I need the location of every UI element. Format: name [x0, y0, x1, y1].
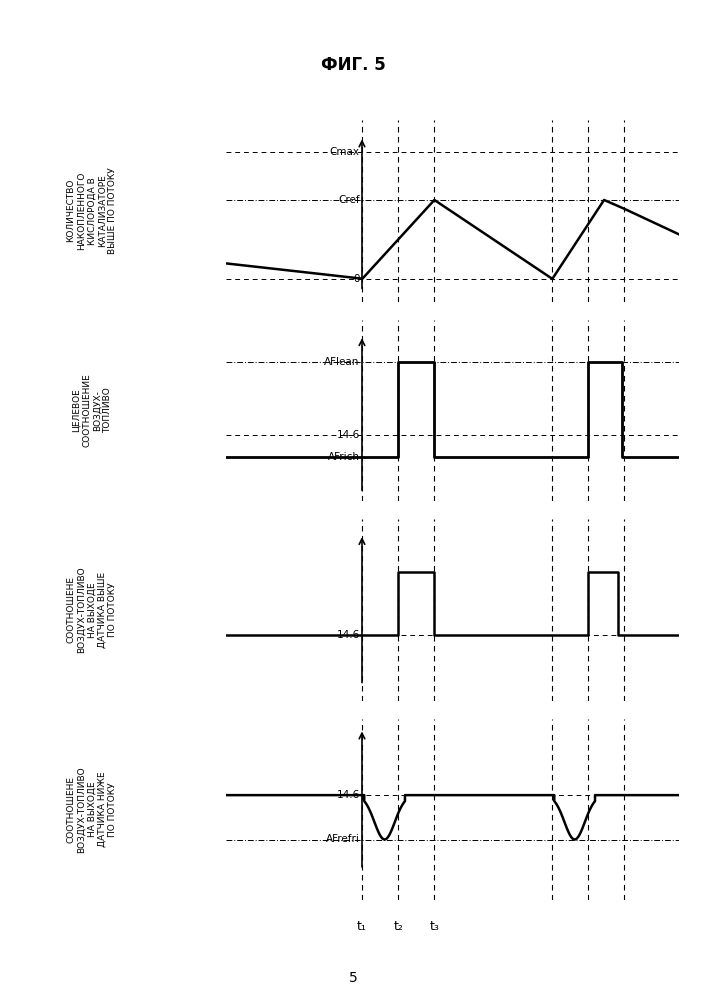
- Text: СООТНОШЕНЕ
ВОЗДУХ-ТОПЛИВО
НА ВЫХОДЕ
ДАТЧИКА ВЫШЕ
ПО ПОТОКУ: СООТНОШЕНЕ ВОЗДУХ-ТОПЛИВО НА ВЫХОДЕ ДАТЧ…: [66, 566, 117, 653]
- Text: 0: 0: [354, 274, 360, 284]
- Text: t₂: t₂: [393, 920, 403, 933]
- Text: 5: 5: [349, 971, 358, 985]
- Text: 14.6: 14.6: [337, 790, 360, 800]
- Text: AFlean: AFlean: [325, 357, 360, 367]
- Text: AFrich: AFrich: [328, 452, 360, 462]
- Text: 14.6: 14.6: [337, 430, 360, 440]
- Text: 14.6: 14.6: [337, 630, 360, 640]
- Text: КОЛИЧЕСТВО
НАКОПЛЕННОГО
КИСЛОРОДА В
КАТАЛИЗАТОРЕ
ВЫШЕ ПО ПОТОКУ: КОЛИЧЕСТВО НАКОПЛЕННОГО КИСЛОРОДА В КАТА…: [66, 167, 117, 254]
- Text: Cref: Cref: [338, 195, 360, 205]
- Text: СООТНОШЕНЕ
ВОЗДУХ-ТОПЛИВО
НА ВЫХОДЕ
ДАТЧИКА НИЖЕ
ПО ПОТОКУ: СООТНОШЕНЕ ВОЗДУХ-ТОПЛИВО НА ВЫХОДЕ ДАТЧ…: [66, 766, 117, 853]
- Text: Cmax: Cmax: [329, 147, 360, 157]
- Text: t₃: t₃: [429, 920, 439, 933]
- Text: ФИГ. 5: ФИГ. 5: [321, 56, 386, 74]
- Text: ЦЕЛЕВОЕ
СООТНОШЕНИЕ
ВОЗДУХ-
ТОПЛИВО: ЦЕЛЕВОЕ СООТНОШЕНИЕ ВОЗДУХ- ТОПЛИВО: [72, 373, 112, 447]
- Text: t₁: t₁: [357, 920, 367, 933]
- Text: AFrefri: AFrefri: [326, 834, 360, 844]
